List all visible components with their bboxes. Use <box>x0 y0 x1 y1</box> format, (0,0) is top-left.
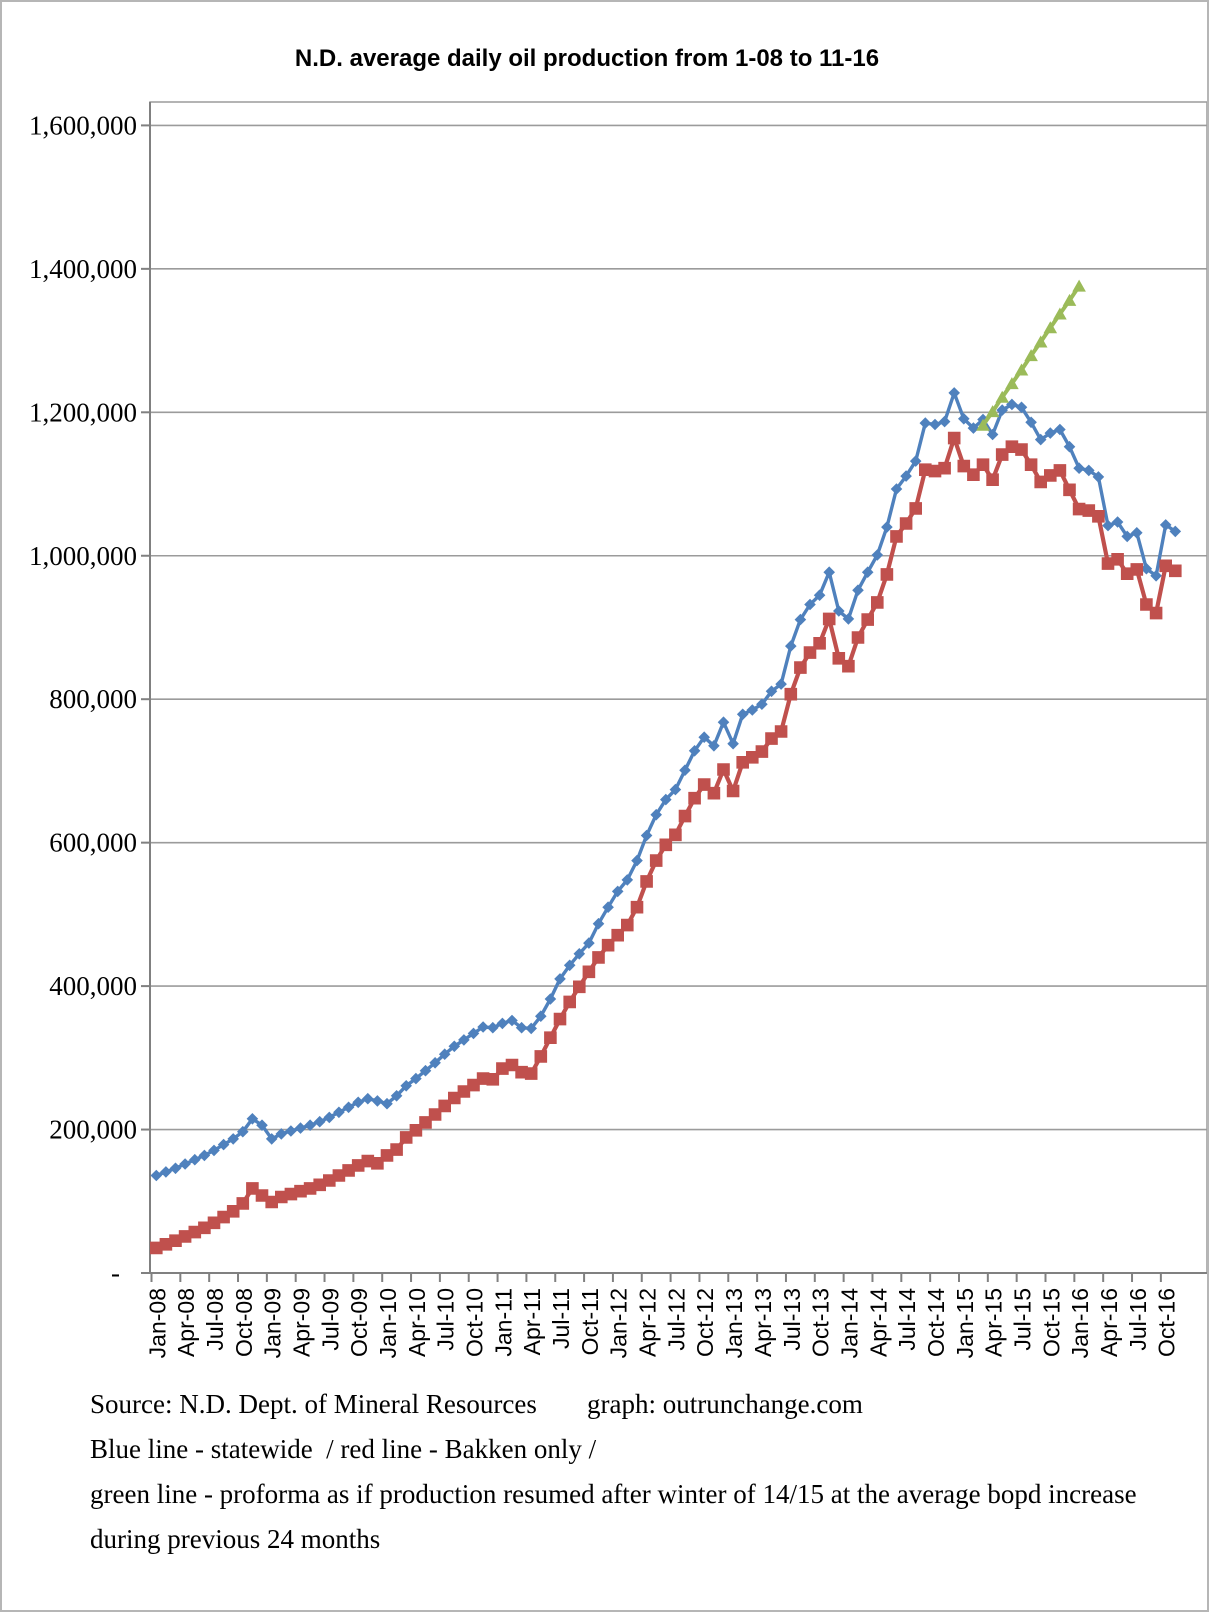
footer-green-desc-line2: during previous 24 months <box>90 1524 381 1554</box>
series-markers <box>150 387 1182 1182</box>
series-line <box>155 391 1177 1178</box>
y-tick-label: 1,200,000 <box>29 397 137 427</box>
x-tick-label: Jan-12 <box>606 1288 632 1358</box>
gridlines <box>150 124 1207 1131</box>
x-tick-label: Apr-09 <box>288 1288 314 1357</box>
y-tick-label: 600,000 <box>49 828 137 858</box>
series-bakken-only <box>150 431 1182 1255</box>
series-statewide <box>150 387 1182 1182</box>
x-axis-tick-labels: Jan-08 Apr-08 Jul-08 Oct-08 Jan-09 Apr-09 Jul-… <box>144 1288 1179 1359</box>
chart-footer: Source: N.D. Dept. of Mineral Resources g… <box>90 1382 1190 1562</box>
footer-legend-line: Blue line - statewide / red line - Bakke… <box>90 1434 597 1464</box>
x-tick-label: Jan-14 <box>836 1288 862 1359</box>
x-tick-label: Oct-13 <box>808 1288 834 1357</box>
x-tick-label: Jul-11 <box>548 1288 574 1349</box>
x-tick-label: Jul-12 <box>663 1288 689 1351</box>
x-tick-label: Oct-12 <box>692 1288 718 1357</box>
x-tick-label: Jul-16 <box>1125 1288 1151 1351</box>
y-tick-label: 200,000 <box>49 1115 137 1145</box>
footer-source-line: Source: N.D. Dept. of Mineral Resources g… <box>90 1382 1190 1427</box>
x-tick-label: Jan-11 <box>490 1288 516 1357</box>
x-axis <box>150 1272 1207 1282</box>
y-axis <box>141 102 151 1274</box>
x-tick-label: Jul-14 <box>894 1288 920 1351</box>
x-tick-label: Apr-12 <box>635 1288 661 1357</box>
x-tick-label: Apr-10 <box>404 1288 430 1357</box>
x-tick-label: Jan-10 <box>375 1288 401 1358</box>
x-tick-label: Apr-16 <box>1096 1288 1122 1357</box>
x-tick-label: Oct-11 <box>577 1288 603 1355</box>
x-tick-label: Jul-10 <box>433 1288 459 1351</box>
x-tick-label: Apr-13 <box>750 1288 776 1357</box>
x-tick-label: Apr-14 <box>865 1288 891 1357</box>
x-tick-label: Oct-08 <box>231 1288 257 1357</box>
plot-border <box>149 101 1207 1274</box>
chart-title: N.D. average daily oil production from 1… <box>294 45 880 72</box>
y-tick-label: 400,000 <box>49 971 137 1001</box>
x-tick-label: Jul-09 <box>317 1288 343 1351</box>
x-tick-label: Apr-08 <box>173 1288 199 1357</box>
y-tick-label: 1,000,000 <box>29 541 137 571</box>
x-tick-label: Jan-16 <box>1067 1288 1093 1358</box>
series-markers <box>976 279 1086 431</box>
x-tick-label: Apr-15 <box>981 1288 1007 1357</box>
series-proforma-resumed-growth-after-winter-14-15 <box>976 279 1086 431</box>
x-tick-label: Apr-11 <box>519 1288 545 1355</box>
x-tick-label: Jan-09 <box>260 1288 286 1358</box>
y-tick-label: - <box>111 1258 120 1288</box>
source-text: Source: N.D. Dept. of Mineral Resources <box>90 1389 537 1419</box>
x-tick-label: Jul-15 <box>1009 1288 1035 1351</box>
footer-green-desc-line1: green line - proforma as if production r… <box>90 1479 1137 1509</box>
data-series <box>150 279 1182 1255</box>
y-tick-label: 1,400,000 <box>29 254 137 284</box>
y-tick-label: 1,600,000 <box>29 110 137 140</box>
x-tick-label: Jul-13 <box>779 1288 805 1351</box>
x-tick-label: Oct-14 <box>923 1288 949 1357</box>
y-axis-tick-labels: - 200,000 400,000 600,000 800,000 1,000,000 1,… <box>29 110 137 1288</box>
x-tick-label: Oct-16 <box>1154 1288 1180 1357</box>
x-tick-label: Jan-13 <box>721 1288 747 1358</box>
y-tick-label: 800,000 <box>49 684 137 714</box>
x-tick-label: Jan-08 <box>144 1288 170 1358</box>
series-markers <box>150 431 1182 1255</box>
x-tick-label: Oct-15 <box>1038 1288 1064 1357</box>
graph-credit-text: graph: outrunchange.com <box>587 1389 863 1419</box>
plot-area-border <box>149 101 1207 1274</box>
x-tick-label: Oct-10 <box>462 1288 488 1357</box>
x-tick-label: Jul-08 <box>202 1288 228 1351</box>
x-tick-label: Jan-15 <box>952 1288 978 1358</box>
x-tick-label: Oct-09 <box>346 1288 372 1357</box>
